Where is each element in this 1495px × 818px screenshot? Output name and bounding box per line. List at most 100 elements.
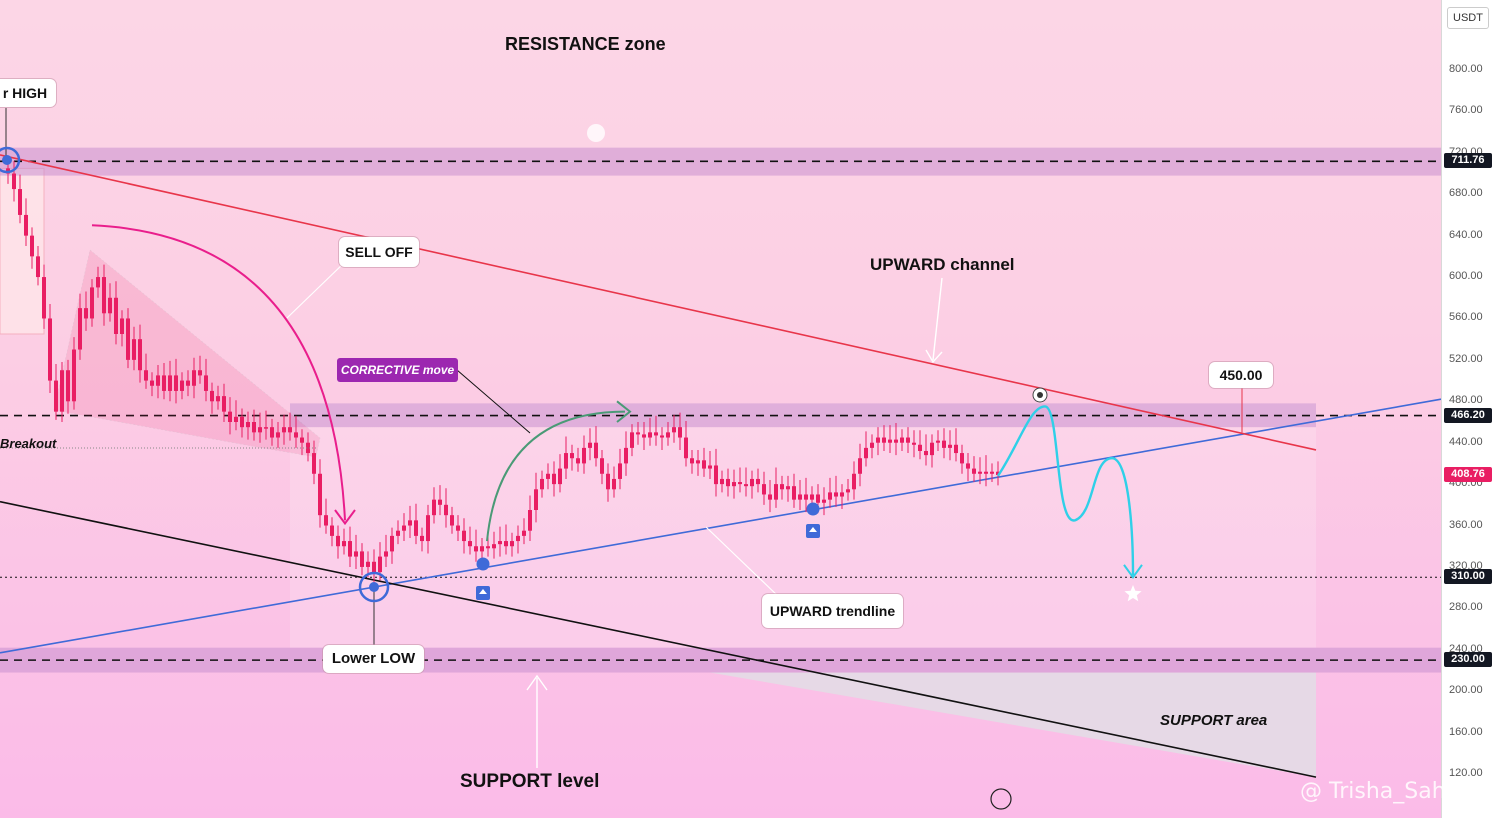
candle-body [294,432,298,438]
candle-body [828,492,832,500]
candle-body [492,544,496,549]
candle-body [498,541,502,545]
candle-body [114,297,118,334]
candle-body [612,478,616,490]
candle-body [318,473,322,516]
candle-body [384,551,388,557]
candle-body [936,440,940,443]
candle-body [78,308,82,350]
candle-body [438,499,442,505]
candle-body [240,416,244,428]
candle-body [630,432,634,448]
candle-body [930,442,934,456]
eye-pupil [1037,392,1043,398]
projection-arrowhead [1123,564,1143,579]
price-badge-310.00: 310.00 [1444,569,1492,585]
channel-top [0,154,1317,451]
support-area-label: SUPPORT area [1160,712,1268,729]
y-tick-label: 320.00 [1449,559,1483,572]
candle-body [786,486,790,490]
corrective-pointer [456,369,531,434]
candle-body [228,411,232,422]
candle-body [252,422,256,433]
trendline-touch-1 [476,557,490,571]
corrective-move-label: CORRECTIVE move [337,358,458,382]
target-price-callout: 450.00 [1209,362,1273,388]
upward-channel-label: UPWARD channel [870,255,1015,274]
candle-body [360,551,364,567]
candle-body [468,541,472,547]
candle-body [204,375,208,391]
y-tick-label: 240.00 [1449,642,1483,655]
candle-body [138,339,142,371]
y-tick-label: 640.00 [1449,228,1483,241]
candle-body [708,465,712,469]
candle-body [750,478,754,487]
candle-body [402,525,406,531]
candle-body [984,471,988,474]
candle-body [30,235,34,257]
candle-body [348,541,352,557]
candle-body [72,349,76,402]
candle-body [342,541,346,547]
candle-body [84,308,88,319]
candle-body [642,434,646,438]
price-badge-408.76: 408.76 [1444,467,1492,483]
candle-body [954,444,958,454]
candle-body [330,525,334,536]
candle-body [174,375,178,391]
candle-body [180,380,184,391]
candle-body [486,546,490,549]
y-tick-label: 680.00 [1449,187,1483,200]
candle-body [126,318,130,360]
candle-body [570,453,574,459]
candle-body [720,478,724,485]
candle-body [684,437,688,459]
candle-body [744,484,748,487]
candle-body [804,494,808,500]
candle-body [768,494,772,500]
candle-body [558,468,562,485]
candle-body [774,484,778,500]
y-tick-label: 600.00 [1449,270,1483,283]
higher-high-dot [2,155,12,165]
candle-body [264,427,268,429]
candle-body [732,482,736,487]
down-arrow-icon [587,124,605,142]
candle-body [906,437,910,443]
candle-body [120,318,124,334]
candle-body [600,458,604,474]
corrective-arc [486,410,626,542]
y-tick-label: 160.00 [1449,725,1483,738]
candle-body [942,440,946,448]
candle-body [894,439,898,443]
channel-pointer [932,277,943,361]
candle-body [534,489,538,510]
candle-body [594,442,598,459]
up-badge-arrow-1 [479,589,487,594]
price-badge-466.20: 466.20 [1444,407,1492,423]
candle-body [132,339,136,360]
candle-body [420,535,424,542]
candle-body [654,432,658,436]
candle-body [336,535,340,547]
candle-body [426,515,430,542]
falling-wedge [53,249,321,458]
support-level-label: SUPPORT level [460,771,600,792]
candle-body [960,453,964,464]
candle-body [714,465,718,485]
candle-body [822,499,826,503]
candle-body [54,380,58,412]
lower-low-callout: Lower LOW [323,645,424,673]
trendline-touch-2 [806,502,820,516]
candle-body [222,396,226,412]
candle-body [276,432,280,438]
candle-body [210,390,214,402]
candle-body [510,541,514,547]
lower-low-marker [358,571,390,603]
candle-body [666,432,670,438]
candle-body [12,173,16,190]
currency-label[interactable]: USDT [1447,7,1489,29]
